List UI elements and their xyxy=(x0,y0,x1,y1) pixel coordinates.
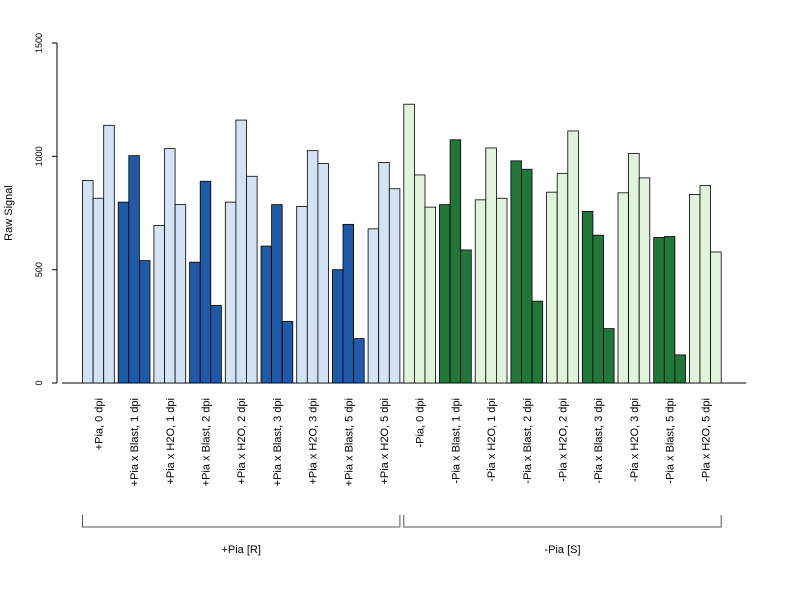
bar xyxy=(260,245,273,384)
x-tick-label: +Pia x H2O, 2 dpi xyxy=(236,398,248,485)
bar xyxy=(82,180,94,384)
bar xyxy=(403,103,415,384)
bar xyxy=(331,269,344,384)
bar xyxy=(117,201,130,384)
bar xyxy=(449,139,462,384)
bar xyxy=(92,197,105,384)
x-tick-label: -Pia x H2O, 1 dpi xyxy=(486,398,498,482)
bar xyxy=(663,236,676,384)
bar xyxy=(510,160,522,384)
bar xyxy=(378,162,390,384)
bar xyxy=(199,180,212,384)
bar xyxy=(460,249,472,384)
bar xyxy=(556,172,569,384)
bar xyxy=(653,237,665,384)
group-bracket xyxy=(82,515,401,528)
bar xyxy=(521,168,533,384)
bar xyxy=(189,261,201,384)
group-bracket xyxy=(403,515,722,528)
bar xyxy=(388,188,401,384)
bar xyxy=(567,130,579,384)
bar xyxy=(638,177,651,384)
x-tick-label: +Pia x Blast, 5 dpi xyxy=(343,398,355,486)
y-tick-label: 1500 xyxy=(34,33,44,53)
x-tick-label: -Pia x Blast, 3 dpi xyxy=(593,398,605,484)
y-axis: 0 500 1000 1500 xyxy=(34,33,58,386)
x-tick-label: +Pia x H2O, 1 dpi xyxy=(165,398,177,485)
bar xyxy=(296,206,308,384)
bar xyxy=(699,185,712,384)
bar xyxy=(674,354,686,384)
x-tick-label: -Pia x H2O, 2 dpi xyxy=(558,398,570,482)
x-tick-label: +Pia x Blast, 3 dpi xyxy=(272,398,284,486)
x-tick-label: -Pia, 0 dpi xyxy=(415,398,427,448)
category-labels: +Pia, 0 dpi +Pia x Blast, 1 dpi +Pia x H2O… xyxy=(93,398,712,486)
bar xyxy=(546,191,558,384)
bar xyxy=(224,201,237,384)
bar xyxy=(103,124,115,384)
bar xyxy=(617,192,630,384)
bar xyxy=(592,234,604,384)
bar xyxy=(128,155,140,384)
bar xyxy=(153,225,165,384)
bar xyxy=(603,328,615,384)
x-tick-label: +Pia x Blast, 2 dpi xyxy=(201,398,213,486)
bar xyxy=(367,228,380,384)
x-tick-label: +Pia x H2O, 5 dpi xyxy=(379,398,391,485)
x-tick-label: -Pia x H2O, 5 dpi xyxy=(700,398,712,482)
bar xyxy=(710,251,722,384)
bars xyxy=(82,103,722,384)
bar xyxy=(531,300,544,384)
bar xyxy=(474,199,487,384)
bar xyxy=(281,320,294,384)
x-tick-label: +Pia x H2O, 3 dpi xyxy=(308,398,320,485)
x-tick-label: +Pia x Blast, 1 dpi xyxy=(129,398,141,486)
y-tick-label: 1000 xyxy=(34,146,44,166)
x-tick-label: -Pia x Blast, 5 dpi xyxy=(665,398,677,484)
bar xyxy=(581,211,594,384)
x-tick-label: -Pia x H2O, 3 dpi xyxy=(629,398,641,482)
bar xyxy=(495,197,508,384)
bar xyxy=(210,305,222,384)
group-label: -Pia [S] xyxy=(544,544,580,556)
x-tick-label: +Pia, 0 dpi xyxy=(93,398,105,450)
bar xyxy=(271,204,283,384)
bar xyxy=(174,204,187,384)
group-brackets: +Pia [R] -Pia [S] xyxy=(82,515,722,556)
bar xyxy=(342,223,355,384)
bar xyxy=(439,204,451,384)
bar xyxy=(138,260,151,384)
bar xyxy=(306,150,319,384)
bar xyxy=(246,175,258,384)
bar xyxy=(353,338,365,384)
bar xyxy=(164,148,176,384)
y-axis-title: Raw Signal xyxy=(3,185,15,241)
bar xyxy=(689,194,701,384)
bar xyxy=(413,174,426,384)
bar xyxy=(485,147,497,384)
bar xyxy=(317,163,329,384)
x-tick-label: -Pia x Blast, 1 dpi xyxy=(450,398,462,484)
group-label: +Pia [R] xyxy=(221,544,260,556)
bar xyxy=(424,206,437,384)
y-tick-label: 500 xyxy=(34,262,44,277)
y-tick-label: 0 xyxy=(34,380,44,385)
bar xyxy=(628,152,640,384)
bar xyxy=(235,119,247,384)
x-tick-label: -Pia x Blast, 2 dpi xyxy=(522,398,534,484)
